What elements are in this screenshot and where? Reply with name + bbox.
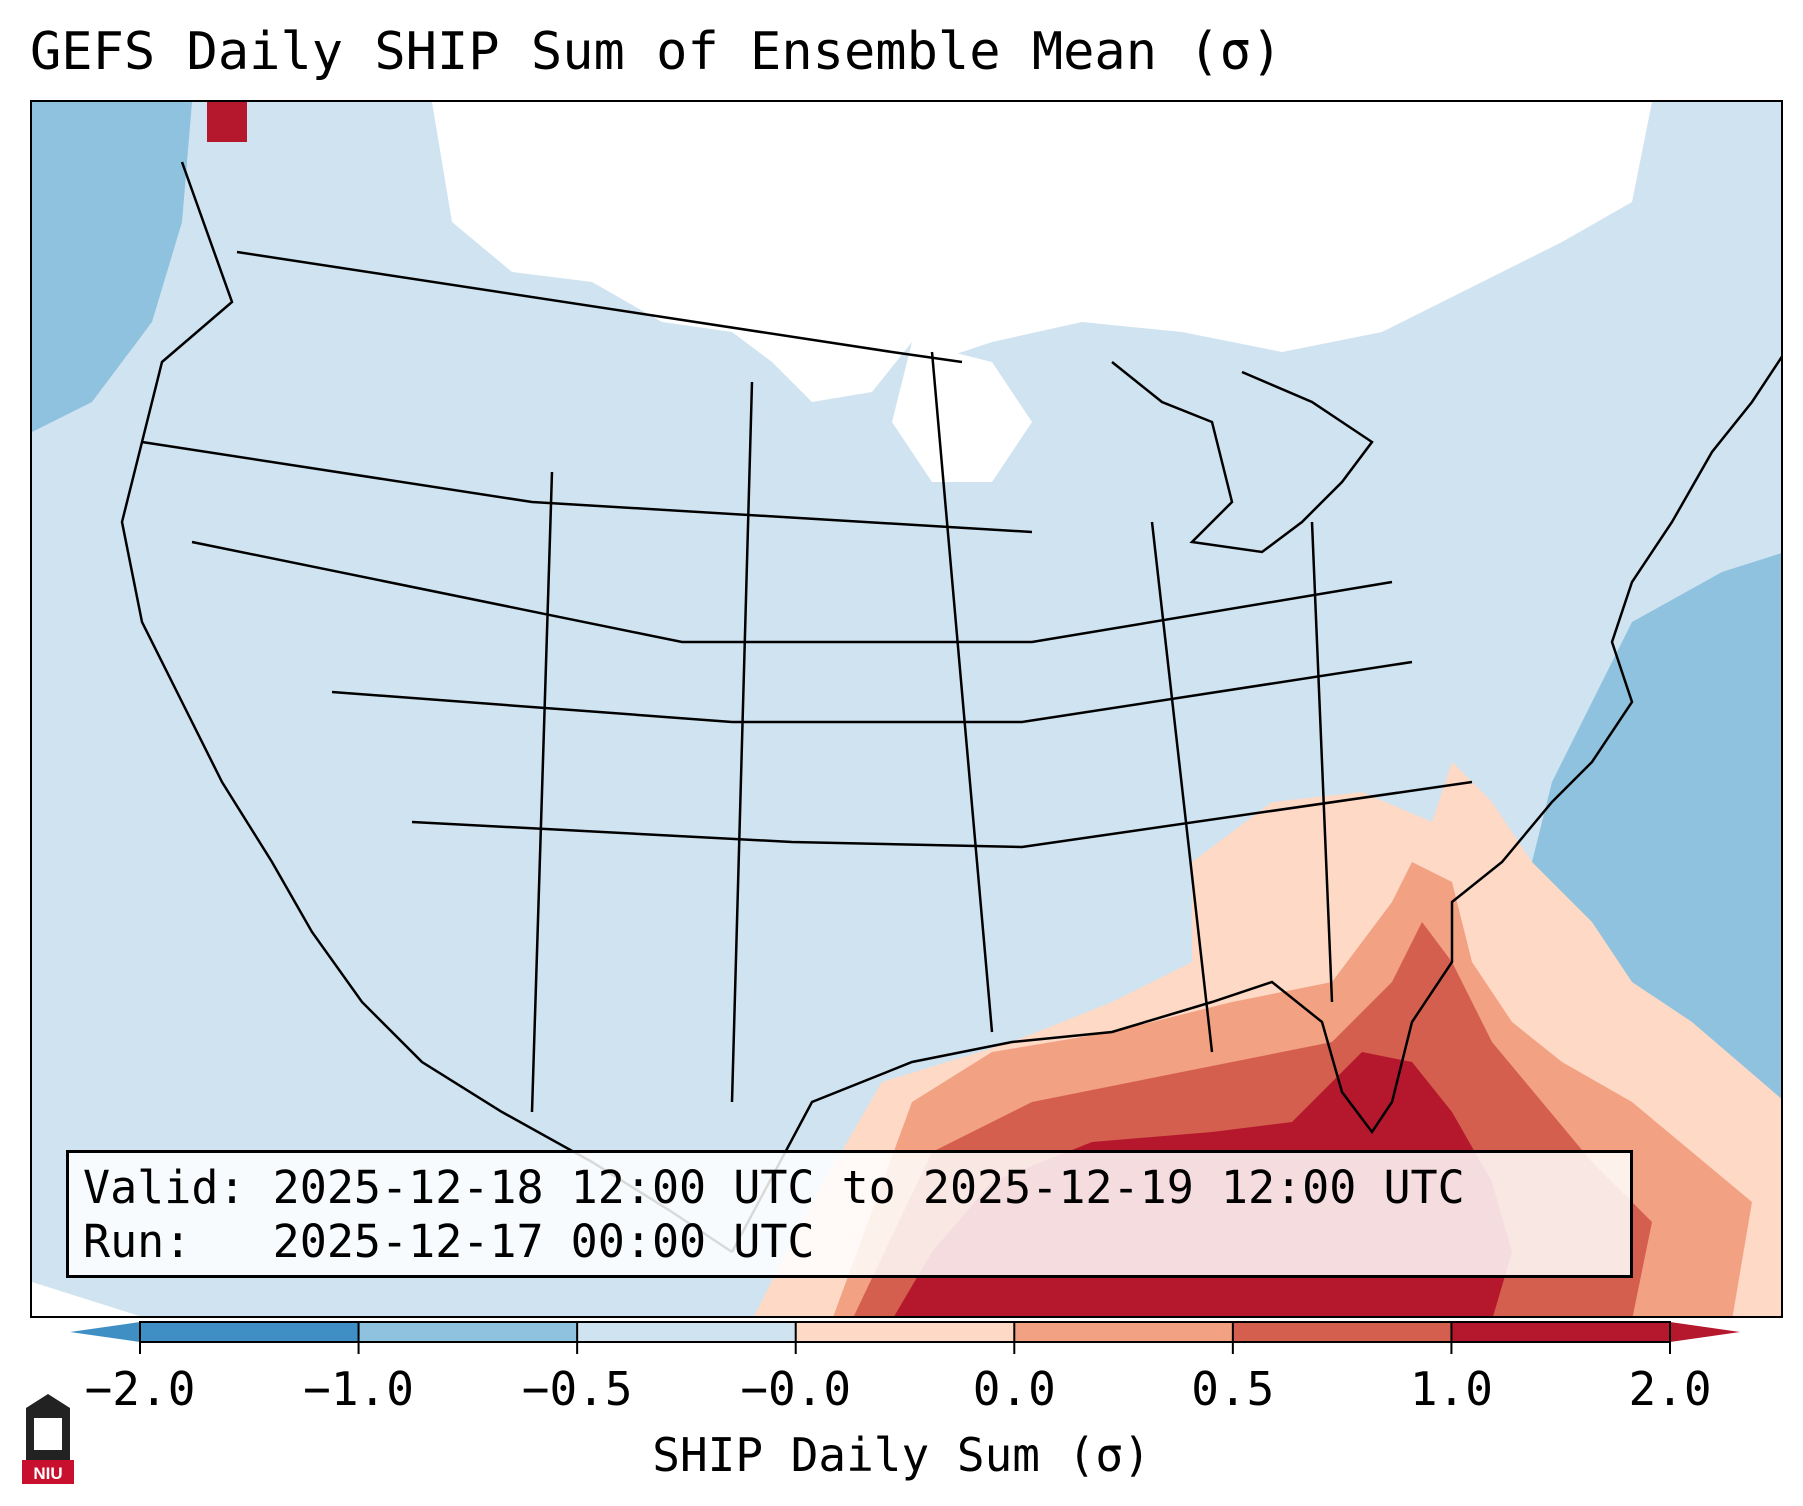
zero-region-canada [912,102,1652,362]
great-lakes-outline [1111,361,1374,554]
colorbar-tick-label: 2.0 [1628,1362,1712,1416]
colorbar-segment [140,1322,360,1342]
state-line-east-2 [1310,521,1334,1003]
valid-label: Valid: [83,1161,246,1214]
map-title: GEFS Daily SHIP Sum of Ensemble Mean (σ) [30,22,1283,82]
colorbar-label: SHIP Daily Sum (σ) [652,1428,1151,1482]
colorbar-left-extend [70,1322,140,1342]
state-line-central-meridian [930,351,994,1033]
positive-anomaly-northwest [207,102,247,142]
zero-region-minnesota [892,342,1032,482]
state-line-central [331,660,1413,724]
pacific-coastline [120,161,733,1254]
state-line-east-1 [1150,521,1214,1053]
state-line-west-1 [530,471,554,1113]
state-line-south [411,780,1473,849]
niu-logo: NIU [22,1394,74,1484]
colorbar-tick-label: −1.0 [303,1362,414,1416]
valid-run-box: Valid: 2025-12-18 12:00 UTC to 2025-12-1… [66,1150,1633,1278]
state-line-northern [141,440,1033,534]
map-panel [30,100,1783,1318]
shaded-map [32,102,1781,1316]
colorbar-segment [358,1322,578,1342]
colorbar-segment [1232,1322,1452,1342]
gulf-atlantic-coastline [730,355,1781,1253]
run-label: Run: [83,1215,192,1268]
colorbar-tick-label: −0.0 [740,1362,852,1416]
state-line-mid [191,540,1393,644]
colorbar-tick-label: −0.5 [521,1362,633,1416]
boundaries [120,161,1781,1254]
atlantic-anomaly [1532,553,1781,1180]
colorbar-segment [795,1322,1015,1342]
state-line-west-2 [730,381,754,1103]
colorbar-segment [1014,1322,1234,1342]
corner-outside [32,1282,140,1316]
colorbar-tick-label: 0.5 [1191,1362,1275,1416]
colorbar-segments [139,1321,1671,1343]
colorbar-tick-label: −2.0 [84,1362,196,1416]
run-value: 2025-12-17 00:00 UTC [272,1215,815,1268]
logo-text: NIU [33,1464,62,1483]
logo-window-icon [34,1418,62,1450]
colorbar-tick-label: 1.0 [1409,1362,1493,1416]
logo-band [22,1460,74,1484]
zero-region-north-plains [432,102,912,402]
valid-value: 2025-12-18 12:00 UTC to 2025-12-19 12:00… [272,1161,1465,1214]
colorbar [70,1321,1740,1354]
colorbar-tick-label: 0.0 [972,1362,1056,1416]
colorbar-segment [577,1322,797,1342]
colorbar-ticks [139,1322,1671,1354]
colorbar-segment [1451,1322,1671,1342]
pacific-anomaly [32,102,192,432]
colorbar-right-extend [1670,1322,1740,1342]
canada-border [236,250,963,364]
